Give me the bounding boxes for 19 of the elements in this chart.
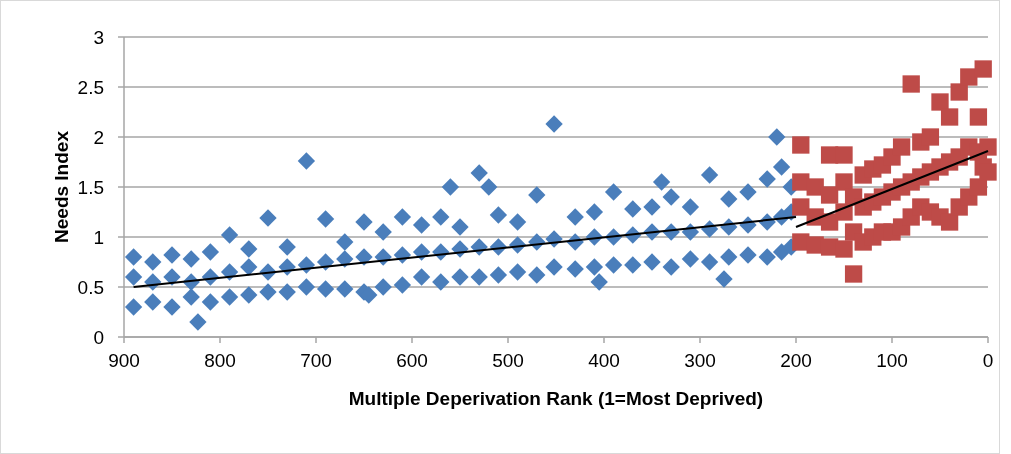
y-tick-label: 1.5 <box>77 177 104 198</box>
y-tick-label: 2 <box>93 127 104 148</box>
x-tick-label: 300 <box>684 350 716 371</box>
y-tick-label: 1 <box>93 227 104 248</box>
y-tick-label: 3 <box>93 27 104 48</box>
x-tick-label: 0 <box>982 350 994 371</box>
x-tick-label: 100 <box>876 350 908 371</box>
x-tick-label: 700 <box>300 350 332 371</box>
x-tick-label: 600 <box>396 350 428 371</box>
x-tick-label: 400 <box>588 350 620 371</box>
y-tick-label: 0 <box>93 327 104 348</box>
y-axis-title: Needs Index <box>51 130 72 243</box>
x-axis-title: Multiple Deperivation Rank (1=Most Deprived) <box>348 388 764 409</box>
x-tick-label: 500 <box>492 350 524 371</box>
y-tick-label: 0.5 <box>77 277 104 298</box>
x-tick-label: 200 <box>780 350 812 371</box>
x-tick-label: 800 <box>204 350 236 371</box>
y-tick-label: 2.5 <box>77 77 104 98</box>
x-tick-label: 900 <box>108 350 140 371</box>
